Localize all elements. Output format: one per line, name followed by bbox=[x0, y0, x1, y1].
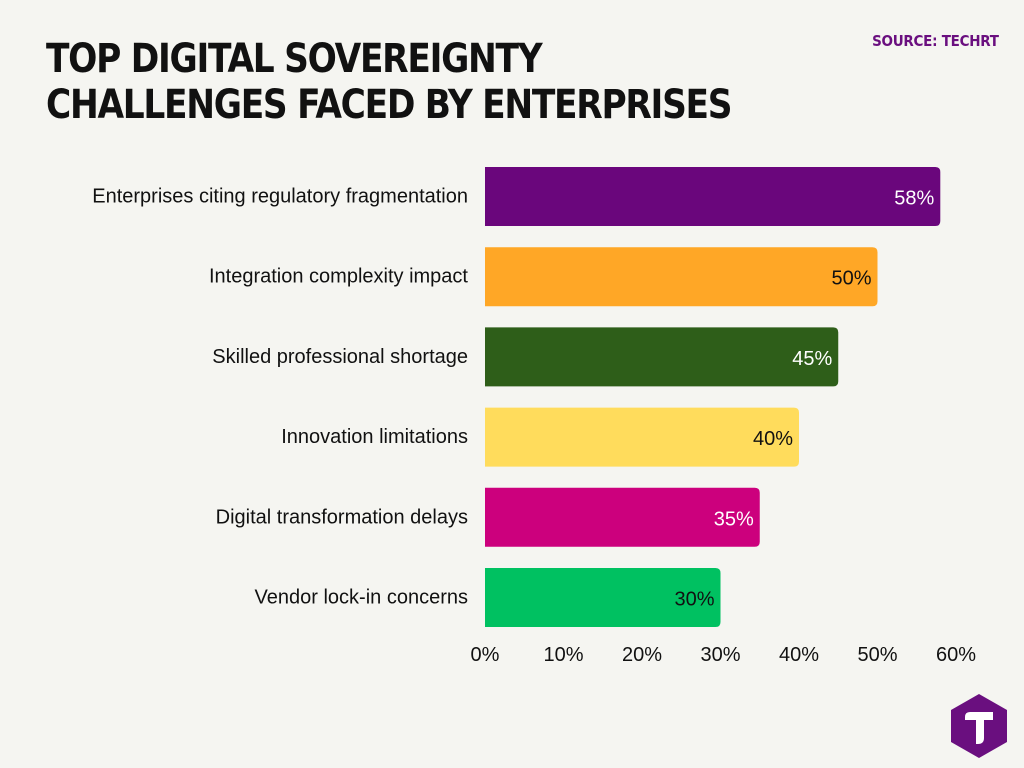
x-tick-label: 60% bbox=[936, 644, 976, 666]
category-label: Enterprises citing regulatory fragmentat… bbox=[92, 186, 468, 208]
data-label: 30% bbox=[674, 589, 714, 611]
data-label: 35% bbox=[714, 508, 754, 530]
source-label: SOURCE: TECHRT bbox=[872, 32, 999, 50]
x-tick-label: 20% bbox=[622, 644, 662, 666]
x-tick-label: 40% bbox=[779, 644, 819, 666]
category-label: Skilled professional shortage bbox=[212, 346, 468, 368]
chart-title: TOP DIGITAL SOVEREIGNTY CHALLENGES FACED… bbox=[46, 36, 733, 128]
x-axis-ticks: 0% 10% 20% 30% 40% 50% 60% bbox=[471, 644, 977, 666]
data-label: 45% bbox=[792, 348, 832, 370]
bars bbox=[485, 167, 941, 627]
category-label: Digital transformation delays bbox=[216, 506, 468, 528]
x-tick-label: 10% bbox=[543, 644, 583, 666]
bar bbox=[485, 568, 721, 627]
bar bbox=[485, 167, 941, 226]
category-label: Vendor lock-in concerns bbox=[255, 587, 468, 609]
bar bbox=[485, 327, 839, 387]
data-labels: 58% 50% 45% 40% 35% 30% bbox=[674, 188, 934, 611]
data-label: 40% bbox=[753, 428, 793, 450]
category-labels: Enterprises citing regulatory fragmentat… bbox=[92, 186, 468, 609]
x-tick-label: 50% bbox=[857, 644, 897, 666]
data-label: 50% bbox=[831, 268, 871, 290]
bar bbox=[485, 407, 799, 467]
category-label: Integration complexity impact bbox=[209, 266, 468, 288]
x-tick-label: 0% bbox=[471, 644, 500, 666]
x-tick-label: 30% bbox=[700, 644, 740, 666]
techrt-logo-icon bbox=[951, 694, 1007, 758]
bar bbox=[485, 487, 760, 547]
data-label: 58% bbox=[894, 188, 934, 210]
bar bbox=[485, 247, 878, 307]
category-label: Innovation limitations bbox=[281, 426, 468, 448]
